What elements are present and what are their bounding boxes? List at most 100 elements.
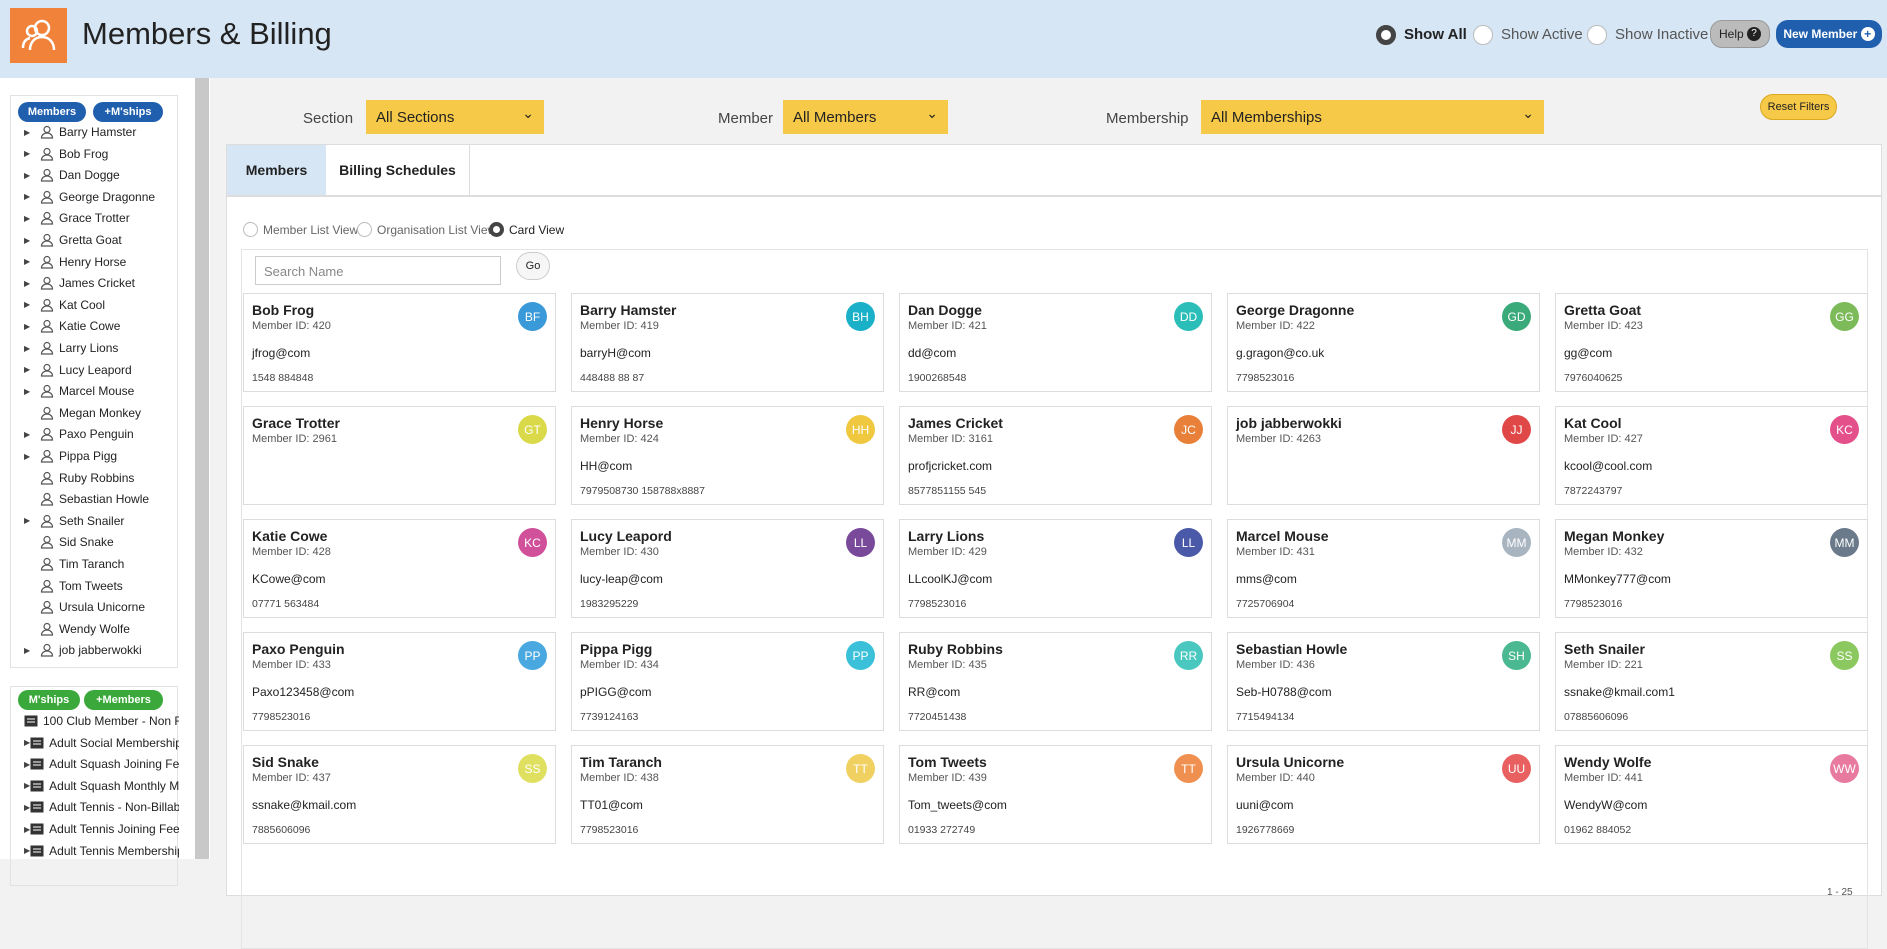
tree-item[interactable]: ▶ Kat Cool xyxy=(24,295,179,315)
member-card[interactable]: Sebastian Howle Member ID: 436 Seb-H0788@c… xyxy=(1227,632,1540,731)
expand-arrow[interactable]: ▶ xyxy=(24,386,31,396)
tree-item[interactable]: ▶ James Cricket xyxy=(24,273,179,293)
sidebar-button[interactable]: +Members xyxy=(84,690,163,710)
go-button[interactable]: Go xyxy=(516,252,550,280)
member-card[interactable]: Katie Cowe Member ID: 428 KCowe@com 07771 5… xyxy=(243,519,556,618)
tree-item[interactable]: ▶ Lucy Leapord xyxy=(24,360,179,380)
member-card[interactable]: Lucy Leapord Member ID: 430 lucy-leap@com 1… xyxy=(571,519,884,618)
member-card[interactable]: Dan Dogge Member ID: 421 dd@com 1900268548 D… xyxy=(899,293,1212,392)
member-card[interactable]: Wendy Wolfe Member ID: 441 WendyW@com 01962… xyxy=(1555,745,1868,844)
tree-item[interactable]: ▶ job jabberwokki xyxy=(24,640,179,660)
sidebar-button[interactable]: +M'ships xyxy=(93,102,163,122)
expand-arrow[interactable]: ▶ xyxy=(24,257,31,267)
tab-billing-schedules[interactable]: Billing Schedules xyxy=(326,145,470,195)
sidebar-button[interactable]: M'ships xyxy=(18,690,80,710)
expand-arrow[interactable]: ▶ xyxy=(24,149,31,159)
member-card[interactable]: George Dragonne Member ID: 422 g.gragon@co… xyxy=(1227,293,1540,392)
tree-item[interactable]: ▶ Adult Squash Monthly Me xyxy=(24,776,179,796)
tree-item[interactable]: Tim Taranch xyxy=(24,554,179,574)
expand-arrow[interactable]: ▶ xyxy=(24,235,31,245)
member-card[interactable]: Barry Hamster Member ID: 419 barryH@com 448… xyxy=(571,293,884,392)
view-radio[interactable] xyxy=(243,222,258,237)
radio-show-active[interactable] xyxy=(1473,25,1493,45)
tree-item[interactable]: ▶ Larry Lions xyxy=(24,338,179,358)
search-input[interactable]: Search Name xyxy=(255,256,501,285)
tree-item[interactable]: ▶ Seth Snailer xyxy=(24,511,179,531)
member-card[interactable]: Bob Frog Member ID: 420 jfrog@com 1548 8848… xyxy=(243,293,556,392)
expand-arrow[interactable]: ▶ xyxy=(24,300,31,310)
member-card[interactable]: Ursula Unicorne Member ID: 440 uuni@com 192… xyxy=(1227,745,1540,844)
expand-arrow[interactable]: ▶ xyxy=(24,738,31,748)
expand-arrow[interactable]: ▶ xyxy=(24,321,31,331)
filter-select[interactable]: All Memberships ⌄ xyxy=(1201,100,1544,134)
new-member-button[interactable]: New Member + xyxy=(1776,20,1882,48)
member-card[interactable]: Marcel Mouse Member ID: 431 mms@com 7725706… xyxy=(1227,519,1540,618)
tree-item[interactable]: Wendy Wolfe xyxy=(24,619,179,639)
tree-item[interactable]: ▶ Pippa Pigg xyxy=(24,446,179,466)
view-radio[interactable] xyxy=(357,222,372,237)
help-button[interactable]: Help ? xyxy=(1710,20,1770,48)
tree-item[interactable]: Sebastian Howle xyxy=(24,489,179,509)
radio-show-all[interactable] xyxy=(1376,25,1396,45)
tree-item[interactable]: ▶ Adult Tennis Membership xyxy=(24,841,179,861)
expand-arrow[interactable]: ▶ xyxy=(24,802,31,812)
member-card[interactable]: Tim Taranch Member ID: 438 TT01@com 7798523… xyxy=(571,745,884,844)
expand-arrow[interactable]: ▶ xyxy=(24,516,31,526)
radio-show-inactive[interactable] xyxy=(1587,25,1607,45)
member-card[interactable]: Ruby Robbins Member ID: 435 RR@com 77204514… xyxy=(899,632,1212,731)
expand-arrow[interactable]: ▶ xyxy=(24,213,31,223)
member-card[interactable]: job jabberwokki Member ID: 4263 JJ xyxy=(1227,406,1540,505)
member-card[interactable]: Kat Cool Member ID: 427 kcool@cool.com 7872… xyxy=(1555,406,1868,505)
member-card[interactable]: Gretta Goat Member ID: 423 gg@com 797604062… xyxy=(1555,293,1868,392)
tree-item[interactable]: Sid Snake xyxy=(24,532,179,552)
tree-item[interactable]: ▶ Marcel Mouse xyxy=(24,381,179,401)
expand-arrow[interactable]: ▶ xyxy=(24,192,31,202)
expand-arrow[interactable]: ▶ xyxy=(24,365,31,375)
tree-item[interactable]: ▶ Adult Tennis Joining Fee xyxy=(24,819,179,839)
tree-item[interactable]: ▶ Adult Social Membership xyxy=(24,733,179,753)
member-card[interactable]: Megan Monkey Member ID: 432 MMonkey777@com… xyxy=(1555,519,1868,618)
tree-item[interactable]: ▶ Henry Horse xyxy=(24,252,179,272)
tree-item[interactable]: ▶ Bob Frog xyxy=(24,144,179,164)
expand-arrow[interactable]: ▶ xyxy=(24,278,31,288)
tree-item[interactable]: ▶ Gretta Goat xyxy=(24,230,179,250)
member-card[interactable]: Seth Snailer Member ID: 221 ssnake@kmail.c… xyxy=(1555,632,1868,731)
filter-select[interactable]: All Members ⌄ xyxy=(783,100,948,134)
expand-arrow[interactable]: ▶ xyxy=(24,451,31,461)
tree-item[interactable]: 100 Club Member - Non F xyxy=(24,711,179,731)
expand-arrow[interactable]: ▶ xyxy=(24,846,31,856)
expand-arrow[interactable]: ▶ xyxy=(24,759,31,769)
tree-item[interactable]: Megan Monkey xyxy=(24,403,179,423)
expand-arrow[interactable]: ▶ xyxy=(24,429,31,439)
tree-item[interactable]: Ursula Unicorne xyxy=(24,597,179,617)
view-radio[interactable] xyxy=(489,222,504,237)
member-card[interactable]: Paxo Penguin Member ID: 433 Paxo123458@com… xyxy=(243,632,556,731)
member-card[interactable]: Henry Horse Member ID: 424 HH@com 797950873… xyxy=(571,406,884,505)
tree-item[interactable]: ▶ Grace Trotter xyxy=(24,208,179,228)
filter-select[interactable]: All Sections ⌄ xyxy=(366,100,544,134)
tree-item[interactable]: ▶ Adult Tennis - Non-Billabl xyxy=(24,797,179,817)
tree-item[interactable]: ▶ Katie Cowe xyxy=(24,316,179,336)
expand-arrow[interactable]: ▶ xyxy=(24,645,31,655)
expand-arrow[interactable]: ▶ xyxy=(24,824,31,834)
tree-item[interactable]: Ruby Robbins xyxy=(24,468,179,488)
expand-arrow[interactable]: ▶ xyxy=(24,343,31,353)
tree-item[interactable]: ▶ Adult Squash Joining Fee xyxy=(24,754,179,774)
expand-arrow[interactable]: ▶ xyxy=(24,781,31,791)
tree-item[interactable]: ▶ Paxo Penguin xyxy=(24,424,179,444)
expand-arrow[interactable]: ▶ xyxy=(24,127,31,137)
tree-item[interactable]: ▶ George Dragonne xyxy=(24,187,179,207)
tab-members[interactable]: Members xyxy=(227,145,326,195)
tree-item[interactable]: Tom Tweets xyxy=(24,576,179,596)
expand-arrow[interactable]: ▶ xyxy=(24,170,31,180)
member-card[interactable]: Tom Tweets Member ID: 439 Tom_tweets@com 01… xyxy=(899,745,1212,844)
member-card[interactable]: Pippa Pigg Member ID: 434 pPIGG@com 7739124… xyxy=(571,632,884,731)
reset-filters-button[interactable]: Reset Filters xyxy=(1760,94,1837,120)
tree-item[interactable]: ▶ Barry Hamster xyxy=(24,122,179,142)
member-card[interactable]: Sid Snake Member ID: 437 ssnake@kmail.com 7… xyxy=(243,745,556,844)
sidebar-button[interactable]: Members xyxy=(18,102,86,122)
tree-item[interactable]: ▶ Dan Dogge xyxy=(24,165,179,185)
member-card[interactable]: Larry Lions Member ID: 429 LLcoolKJ@com 779… xyxy=(899,519,1212,618)
member-card[interactable]: James Cricket Member ID: 3161 profjcricket… xyxy=(899,406,1212,505)
member-card[interactable]: Grace Trotter Member ID: 2961 GT xyxy=(243,406,556,505)
